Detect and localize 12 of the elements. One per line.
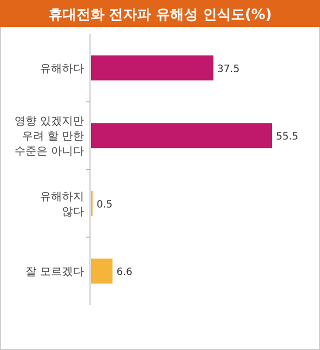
y-tick-label: 유해하지 않다 (40, 190, 84, 218)
data-label: 37.5 (217, 64, 240, 75)
data-label: 6.6 (116, 267, 132, 278)
y-tick-label: 영향 있겠지만 우려 할 만한 수준은 아니다 (14, 114, 84, 158)
data-label: 55.5 (276, 132, 298, 143)
bar (91, 123, 272, 148)
y-tick-label: 잘 모르겠다 (26, 265, 84, 278)
data-label: 0.5 (96, 199, 113, 210)
y-tick-label: 유해하다 (40, 62, 84, 75)
bar (91, 258, 113, 284)
chart-title: 휴대전화 전자파 유해성 인식도(%) (48, 7, 272, 23)
bar (91, 55, 214, 80)
